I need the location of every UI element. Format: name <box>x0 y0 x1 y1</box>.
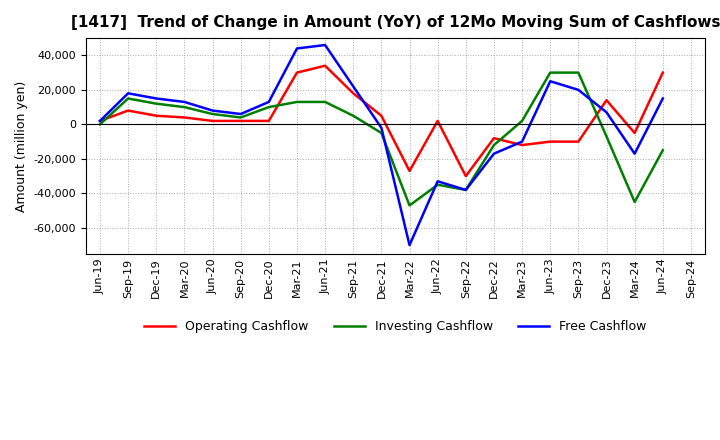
Investing Cashflow <box>518 118 526 124</box>
Investing Cashflow <box>208 111 217 117</box>
Y-axis label: Amount (million yen): Amount (million yen) <box>15 81 28 212</box>
Line: Investing Cashflow: Investing Cashflow <box>100 73 663 205</box>
Investing Cashflow <box>264 104 273 110</box>
Free Cashflow <box>462 187 470 193</box>
Investing Cashflow <box>659 147 667 153</box>
Free Cashflow <box>602 110 611 115</box>
Free Cashflow <box>630 151 639 156</box>
Free Cashflow <box>377 125 386 130</box>
Free Cashflow <box>152 96 161 101</box>
Free Cashflow <box>208 108 217 113</box>
Free Cashflow <box>292 46 301 51</box>
Investing Cashflow <box>180 104 189 110</box>
Operating Cashflow <box>659 70 667 75</box>
Free Cashflow <box>518 139 526 144</box>
Investing Cashflow <box>321 99 330 105</box>
Investing Cashflow <box>152 101 161 106</box>
Free Cashflow <box>405 242 414 248</box>
Operating Cashflow <box>292 70 301 75</box>
Free Cashflow <box>574 87 582 92</box>
Operating Cashflow <box>574 139 582 144</box>
Investing Cashflow <box>124 96 132 101</box>
Investing Cashflow <box>490 143 498 148</box>
Investing Cashflow <box>236 115 245 120</box>
Operating Cashflow <box>152 113 161 118</box>
Free Cashflow <box>659 96 667 101</box>
Investing Cashflow <box>433 182 442 187</box>
Operating Cashflow <box>264 118 273 124</box>
Investing Cashflow <box>292 99 301 105</box>
Operating Cashflow <box>546 139 554 144</box>
Free Cashflow <box>124 91 132 96</box>
Operating Cashflow <box>490 136 498 141</box>
Free Cashflow <box>546 79 554 84</box>
Investing Cashflow <box>602 134 611 139</box>
Investing Cashflow <box>574 70 582 75</box>
Operating Cashflow <box>518 143 526 148</box>
Free Cashflow <box>264 99 273 105</box>
Operating Cashflow <box>236 118 245 124</box>
Free Cashflow <box>349 84 358 89</box>
Investing Cashflow <box>462 187 470 193</box>
Free Cashflow <box>321 42 330 48</box>
Free Cashflow <box>236 111 245 117</box>
Investing Cashflow <box>405 203 414 208</box>
Investing Cashflow <box>630 199 639 205</box>
Investing Cashflow <box>349 113 358 118</box>
Operating Cashflow <box>630 130 639 136</box>
Line: Free Cashflow: Free Cashflow <box>100 45 663 245</box>
Free Cashflow <box>96 118 104 124</box>
Operating Cashflow <box>96 118 104 124</box>
Free Cashflow <box>180 99 189 105</box>
Investing Cashflow <box>546 70 554 75</box>
Operating Cashflow <box>349 91 358 96</box>
Operating Cashflow <box>180 115 189 120</box>
Operating Cashflow <box>377 113 386 118</box>
Operating Cashflow <box>433 118 442 124</box>
Operating Cashflow <box>405 169 414 174</box>
Operating Cashflow <box>208 118 217 124</box>
Investing Cashflow <box>377 130 386 136</box>
Line: Operating Cashflow: Operating Cashflow <box>100 66 663 176</box>
Legend: Operating Cashflow, Investing Cashflow, Free Cashflow: Operating Cashflow, Investing Cashflow, … <box>139 315 652 338</box>
Operating Cashflow <box>462 173 470 179</box>
Free Cashflow <box>490 151 498 156</box>
Investing Cashflow <box>96 122 104 127</box>
Operating Cashflow <box>124 108 132 113</box>
Operating Cashflow <box>602 98 611 103</box>
Free Cashflow <box>433 179 442 184</box>
Title: [1417]  Trend of Change in Amount (YoY) of 12Mo Moving Sum of Cashflows: [1417] Trend of Change in Amount (YoY) o… <box>71 15 720 30</box>
Operating Cashflow <box>321 63 330 68</box>
